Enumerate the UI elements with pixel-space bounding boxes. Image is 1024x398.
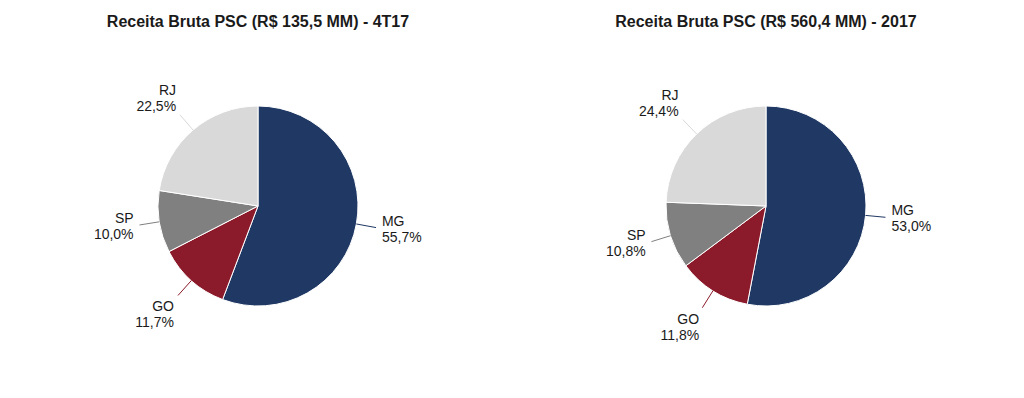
svg-text:MG55,7%: MG55,7% (382, 213, 422, 245)
html-text:Receita Bruta PSC (R$ 135,5 MM: Receita Bruta PSC (R$ 135,5 MM) - 4T17 (106, 13, 410, 30)
svg-text:RJ24,4%: RJ24,4% (639, 87, 679, 119)
svg-text:GO11,7%: GO11,7% (135, 298, 174, 330)
svg-text:SP10,8%: SP10,8% (606, 227, 646, 259)
html-text:Receita Bruta PSC (R$ 560,4 MM: Receita Bruta PSC (R$ 560,4 MM) - 2017 (615, 13, 917, 30)
svg-text:MG53,0%: MG53,0% (891, 202, 931, 234)
svg-text:RJ22,5%: RJ22,5% (136, 82, 176, 114)
svg-text:SP10,0%: SP10,0% (94, 210, 134, 242)
svg-text:GO11,8%: GO11,8% (660, 311, 699, 343)
